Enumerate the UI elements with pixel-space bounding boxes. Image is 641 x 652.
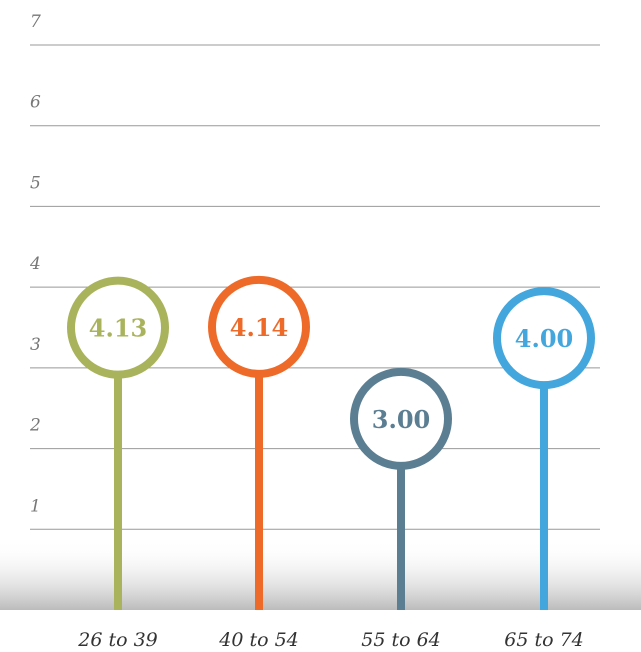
x-tick-label: 40 to 54 xyxy=(218,629,299,651)
y-tick-label: 4 xyxy=(29,254,41,274)
y-tick-label: 1 xyxy=(30,496,41,516)
marker xyxy=(208,275,310,378)
y-tick-label: 7 xyxy=(30,12,41,32)
value-label: 4.14 xyxy=(230,313,288,342)
x-tick-label: 26 to 39 xyxy=(77,629,158,651)
floor-shadow xyxy=(0,540,641,610)
x-tick-label: 55 to 64 xyxy=(361,629,441,651)
marker xyxy=(67,276,169,379)
value-label: 4.00 xyxy=(515,324,573,353)
value-label: 3.00 xyxy=(372,405,430,434)
y-tick-label: 2 xyxy=(29,416,41,436)
y-tick-label: 3 xyxy=(30,335,41,355)
y-tick-label: 5 xyxy=(30,173,41,193)
value-label: 4.13 xyxy=(89,314,147,343)
y-tick-label: 6 xyxy=(30,93,41,113)
marker xyxy=(350,367,452,470)
x-tick-label: 65 to 74 xyxy=(504,629,584,651)
marker xyxy=(493,287,595,390)
